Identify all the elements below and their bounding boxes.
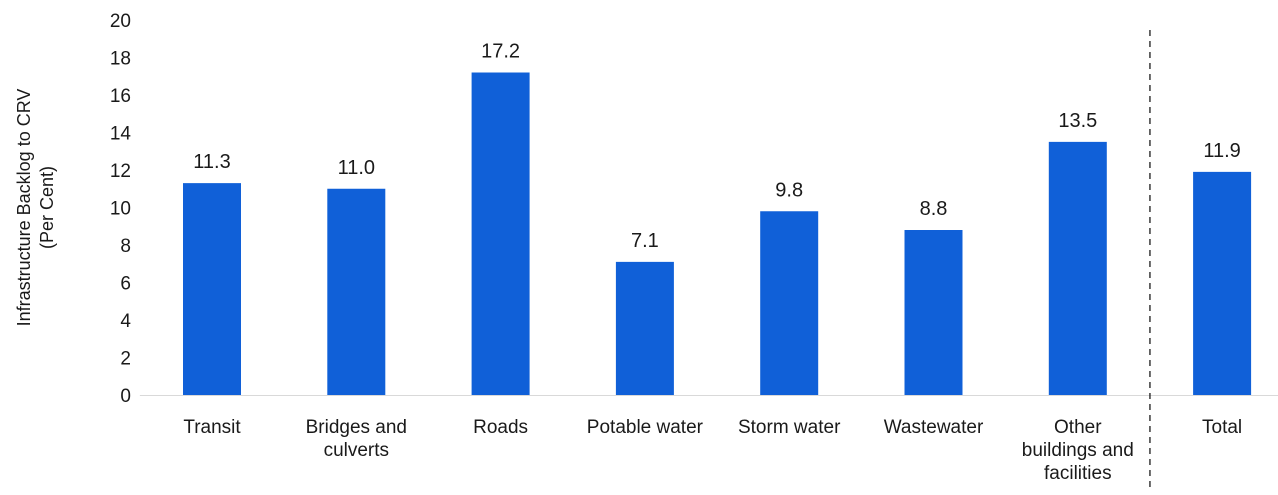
category-label: Total	[1202, 417, 1242, 438]
y-tick-label: 20	[110, 11, 131, 32]
bar	[904, 230, 963, 395]
bar	[760, 211, 819, 395]
bar	[1048, 141, 1107, 395]
y-tick-label: 14	[110, 124, 132, 145]
y-tick-label: 6	[120, 274, 131, 295]
data-label: 11.9	[1203, 140, 1240, 162]
y-tick-label: 8	[120, 236, 131, 257]
data-label: 8.8	[920, 198, 948, 220]
data-label: 7.1	[631, 230, 659, 252]
y-axis-title-line-2: (Per Cent)	[37, 166, 57, 249]
data-labels: 11.3 11.0 17.2 7.1 9.8 8.8 13.5 11.9	[193, 41, 1241, 252]
y-tick-label: 2	[120, 349, 131, 370]
bar	[471, 72, 530, 395]
y-tick-label: 12	[110, 161, 131, 182]
y-tick-label: 18	[110, 49, 131, 70]
category-label: Other buildings and facilities	[1022, 417, 1134, 484]
bar	[615, 261, 674, 395]
data-label: 11.3	[193, 151, 230, 173]
bar	[183, 183, 241, 395]
y-tick-label: 4	[120, 311, 131, 332]
category-label: Roads	[473, 417, 528, 438]
category-label: Bridges and culverts	[306, 417, 407, 461]
category-labels: Transit Bridges and culverts Roads Potable w…	[183, 417, 1242, 484]
bar	[1193, 171, 1252, 395]
y-tick-label: 16	[110, 86, 131, 107]
data-label: 13.5	[1058, 110, 1097, 132]
data-label: 11.0	[338, 157, 375, 179]
y-tick-label: 10	[110, 199, 131, 220]
data-label: 9.8	[775, 179, 803, 201]
y-axis-ticks: 0 2 4 6 8 10 12 14 16 18 20	[110, 11, 132, 407]
y-axis-title: Infrastructure Backlog to CRV (Per Cent)	[14, 89, 57, 327]
category-label: Storm water	[738, 417, 841, 438]
bars	[183, 72, 1252, 395]
category-label: Transit	[183, 417, 241, 438]
y-axis-title-line-1: Infrastructure Backlog to CRV	[14, 89, 34, 327]
category-label: Potable water	[587, 417, 704, 438]
bar	[327, 188, 386, 395]
data-label: 17.2	[481, 41, 520, 63]
y-tick-label: 0	[120, 386, 131, 407]
category-label: Wastewater	[884, 417, 984, 438]
